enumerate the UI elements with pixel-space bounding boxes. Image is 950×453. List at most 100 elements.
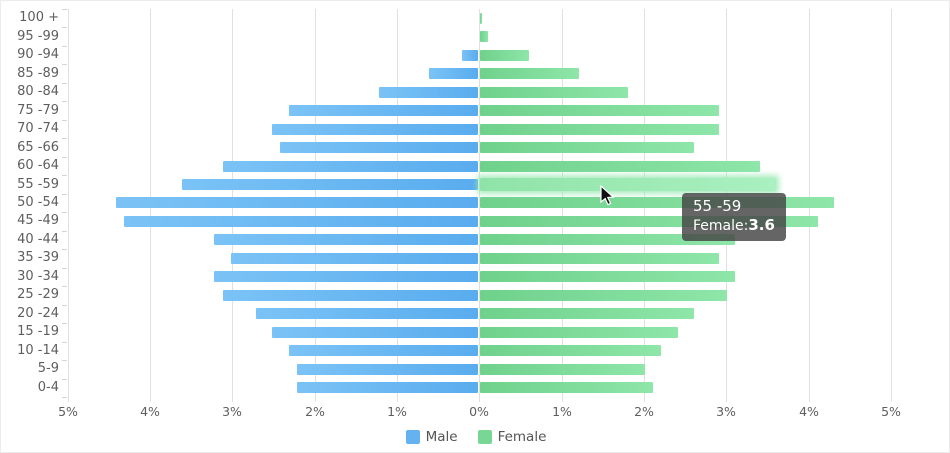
x-axis-tick-label: 2% <box>634 404 654 419</box>
y-axis-label: 80 -84 <box>17 84 59 99</box>
mouse-cursor-icon <box>600 185 615 206</box>
female-bar[interactable] <box>480 327 678 338</box>
female-legend-swatch-icon <box>477 430 492 444</box>
y-axis-label: 5-9 <box>37 361 59 376</box>
y-axis-tick <box>62 101 67 102</box>
male-bar[interactable] <box>223 161 478 172</box>
male-bar[interactable] <box>462 50 478 61</box>
legend-item-male[interactable]: Male <box>405 429 458 445</box>
male-bar[interactable] <box>297 382 478 393</box>
y-axis-tick <box>62 231 67 232</box>
x-axis-tick-label: 3% <box>222 404 242 419</box>
y-axis-tick <box>62 360 67 361</box>
female-bar[interactable] <box>480 271 735 282</box>
female-bar-highlighted[interactable] <box>480 178 776 191</box>
x-axis-tick-label: 1% <box>387 404 407 419</box>
female-bar[interactable] <box>480 31 488 42</box>
y-axis-label: 10 -14 <box>17 343 59 358</box>
female-bar[interactable] <box>480 308 694 319</box>
female-bar[interactable] <box>480 13 482 24</box>
y-axis-label: 0-4 <box>37 380 59 395</box>
y-axis-label: 40 -44 <box>17 232 59 247</box>
y-axis-tick <box>62 323 67 324</box>
x-axis-tick-label: 3% <box>716 404 736 419</box>
male-legend-swatch-icon <box>405 430 420 444</box>
y-axis-tick <box>62 27 67 28</box>
tooltip-age-group: 55 -59 <box>693 197 742 215</box>
male-bar[interactable] <box>182 179 478 190</box>
y-axis-tick <box>62 249 67 250</box>
y-axis-tick <box>62 120 67 121</box>
y-axis-label: 90 -94 <box>17 47 59 62</box>
x-axis-tick-label: 5% <box>881 404 901 419</box>
y-axis-tick <box>62 305 67 306</box>
x-axis-tick-label: 5% <box>58 404 78 419</box>
male-bar[interactable] <box>379 87 478 98</box>
female-bar[interactable] <box>480 87 628 98</box>
y-axis-tick <box>62 268 67 269</box>
female-bar[interactable] <box>480 161 760 172</box>
y-axis-tick <box>62 138 67 139</box>
male-bar[interactable] <box>429 68 478 79</box>
y-axis-label: 85 -89 <box>17 66 59 81</box>
female-bar[interactable] <box>480 345 661 356</box>
x-axis-tick-label: 0% <box>469 404 489 419</box>
y-axis-label: 50 -54 <box>17 195 59 210</box>
female-bar[interactable] <box>480 216 818 227</box>
female-bar[interactable] <box>480 50 529 61</box>
tooltip-series-label: Female: <box>693 218 749 234</box>
male-bar[interactable] <box>231 253 478 264</box>
y-axis-tick <box>62 175 67 176</box>
y-axis-label: 35 -39 <box>17 250 59 265</box>
y-axis-tick <box>62 9 67 10</box>
legend-item-female[interactable]: Female <box>477 429 546 445</box>
chart-legend: Male Female <box>1 427 949 447</box>
y-axis-label: 45 -49 <box>17 213 59 228</box>
y-axis-tick <box>62 83 67 84</box>
female-bar[interactable] <box>480 253 719 264</box>
male-bar[interactable] <box>124 216 478 227</box>
male-bar[interactable] <box>116 197 478 208</box>
y-axis-label: 15 -19 <box>17 324 59 339</box>
female-bar[interactable] <box>480 364 645 375</box>
y-axis-label: 95 -99 <box>17 29 59 44</box>
female-bar[interactable] <box>480 234 735 245</box>
y-axis-tick <box>62 64 67 65</box>
y-axis-tick <box>62 194 67 195</box>
male-bar[interactable] <box>272 327 478 338</box>
female-bar[interactable] <box>480 290 727 301</box>
male-bar[interactable] <box>289 345 478 356</box>
female-bar[interactable] <box>480 197 834 208</box>
y-axis-label: 65 -66 <box>17 140 59 155</box>
y-axis-label: 75 -79 <box>17 103 59 118</box>
y-axis-tick <box>62 212 67 213</box>
female-bar[interactable] <box>480 105 719 116</box>
y-axis-label: 20 -24 <box>17 306 59 321</box>
gridline <box>68 9 69 402</box>
male-bar[interactable] <box>289 105 478 116</box>
legend-label-male: Male <box>425 429 458 445</box>
male-bar[interactable] <box>297 364 478 375</box>
x-axis-tick-label: 1% <box>552 404 572 419</box>
female-bar[interactable] <box>480 124 719 135</box>
y-axis-label: 25 -29 <box>17 287 59 302</box>
male-bar[interactable] <box>272 124 478 135</box>
male-bar[interactable] <box>280 142 478 153</box>
female-bar[interactable] <box>480 382 653 393</box>
male-bar[interactable] <box>223 290 478 301</box>
y-axis-tick <box>62 342 67 343</box>
female-bar[interactable] <box>480 142 694 153</box>
y-axis-tick <box>62 379 67 380</box>
female-bar[interactable] <box>480 68 579 79</box>
y-axis-label: 55 -59 <box>17 177 59 192</box>
y-axis-tick <box>62 286 67 287</box>
y-axis-label: 100 + <box>19 10 59 25</box>
male-bar[interactable] <box>214 234 478 245</box>
male-bar[interactable] <box>214 271 478 282</box>
y-axis-tick <box>62 46 67 47</box>
y-axis-tick <box>62 157 67 158</box>
y-axis-label: 70 -74 <box>17 121 59 136</box>
male-bar[interactable] <box>256 308 478 319</box>
y-axis-label: 60 -64 <box>17 158 59 173</box>
chart-tooltip: 55 -59 Female:3.6 <box>682 193 786 241</box>
